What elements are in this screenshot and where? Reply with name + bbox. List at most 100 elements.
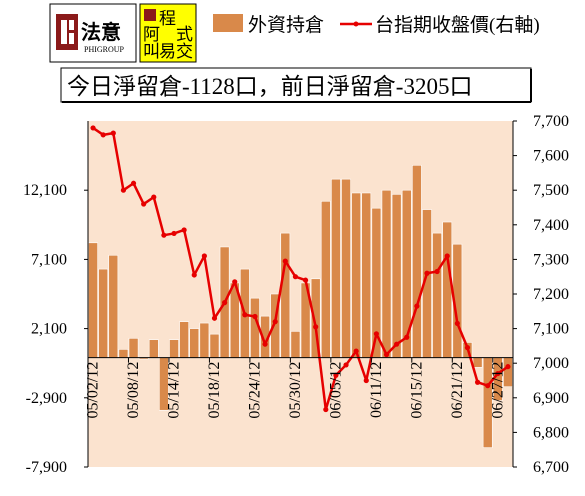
left-axis-tick-label: -2,900 (26, 390, 67, 407)
line-series (90, 125, 511, 413)
x-axis-tick-label: 05/18/12 (206, 362, 223, 419)
left-axis-tick-label: 7,100 (31, 251, 67, 268)
bar (199, 322, 210, 358)
logo-char-6: 阿 (143, 25, 160, 44)
line-point (464, 345, 471, 351)
right-axis-tick-label: 7,200 (533, 286, 569, 303)
line-point (302, 277, 309, 283)
line-point (161, 232, 167, 238)
right-axis-tick-label: 7,500 (533, 182, 569, 199)
logo-program-trading: 程 式 交 易 叫 阿 (139, 3, 197, 63)
bar (391, 194, 402, 358)
right-axis-tick-label: 7,700 (533, 113, 569, 130)
subtitle-text: 今日淨留倉-1128口，前日淨留倉-3205口 (67, 74, 472, 99)
right-axis-tick-label: 7,100 (533, 321, 569, 338)
right-axis: 7,700 7,600 7,500 7,400 7,300 7,200 7,100 7,000… (512, 113, 569, 476)
subtitle-box: 今日淨留倉-1128口，前日淨留倉-3205口 (60, 67, 532, 103)
bar (341, 178, 351, 358)
bar (320, 200, 331, 358)
x-axis-tick-label: 05/24/12 (247, 362, 264, 419)
x-axis-tick-label: 06/27/12 (489, 362, 506, 419)
bar (169, 339, 179, 358)
line-point (252, 313, 258, 320)
right-axis-tick-label: 7,000 (533, 355, 569, 372)
line-point (383, 351, 390, 358)
line-point (404, 334, 410, 340)
left-axis-tick-label: 12,100 (23, 182, 67, 199)
line-point (130, 180, 137, 186)
x-axis-tick-label: 06/11/12 (368, 362, 385, 418)
bar (209, 333, 220, 358)
line-point (110, 130, 116, 136)
line-point (120, 187, 127, 193)
logo-char-4: 易 (159, 42, 176, 61)
x-axis-tick-label: 06/15/12 (408, 362, 425, 419)
x-axis-tick-label: 06/05/12 (328, 362, 345, 419)
line-point (313, 324, 319, 330)
line-point (282, 258, 288, 264)
bar (179, 321, 189, 358)
bar (98, 268, 109, 358)
bar (290, 331, 301, 358)
line-point (394, 341, 400, 347)
x-axis-tick-label: 05/14/12 (166, 362, 183, 419)
right-axis-tick-label: 7,300 (533, 251, 569, 268)
right-axis-tick-label: 6,800 (533, 424, 569, 441)
bar (472, 357, 483, 368)
line-path (92, 126, 509, 411)
line-point (242, 312, 248, 318)
line-point (141, 201, 147, 207)
line-point (434, 268, 440, 275)
line-point (353, 348, 359, 354)
x-axis-tick-label: 05/30/12 (287, 362, 304, 419)
bar (401, 189, 412, 358)
logo-char-5: 叫 (143, 42, 160, 61)
line-point (343, 362, 349, 368)
x-axis-tick-label: 05/02/12 (85, 362, 102, 419)
left-axis: 12,100 7,100 2,100 -2,900 -7,900 (23, 121, 89, 476)
logo-char-2: 式 (176, 25, 193, 44)
line-point (171, 230, 177, 237)
line-point (272, 319, 278, 325)
line-point (222, 300, 228, 306)
bar (189, 328, 200, 358)
right-axis-tick-label: 7,600 (533, 148, 569, 165)
bar (351, 192, 362, 358)
logo-char-3: 交 (176, 42, 193, 61)
line-point (323, 406, 329, 413)
bar (128, 337, 139, 358)
legend-bar-swatch (213, 14, 243, 32)
logo-phigroup: 法意 PHIGROUP (49, 3, 137, 63)
line-point (424, 270, 430, 276)
bar (118, 349, 129, 358)
legend-bar-label: 外資持倉 (248, 14, 324, 36)
line-point (414, 303, 420, 309)
logo-brand-text: 法意 (81, 20, 121, 44)
line-point (505, 364, 511, 370)
x-axis: 05/02/12 05/08/12 05/14/12 05/18/12 05/24/12… (85, 357, 513, 419)
left-axis-tick-label: 2,100 (31, 321, 67, 338)
line-point (232, 279, 238, 285)
line-point (90, 125, 96, 131)
line-point (495, 370, 501, 377)
line-point (454, 320, 460, 327)
legend-line-label: 台指期收盤價(右軸) (375, 14, 540, 36)
line-point (373, 331, 379, 337)
bar (148, 339, 159, 358)
line-point (151, 194, 157, 200)
plot-area (88, 121, 513, 467)
right-axis-tick-label: 7,400 (533, 217, 569, 234)
bar (331, 178, 341, 358)
line-point (363, 377, 369, 384)
bar (432, 232, 442, 358)
line-point (485, 383, 491, 389)
line-point (262, 341, 268, 347)
left-axis-tick-label: -7,900 (26, 459, 67, 476)
line-point (100, 132, 106, 138)
bar (280, 232, 291, 358)
line-point (333, 372, 339, 378)
line-point (474, 379, 481, 385)
x-axis-tick-label: 06/21/12 (449, 362, 466, 419)
